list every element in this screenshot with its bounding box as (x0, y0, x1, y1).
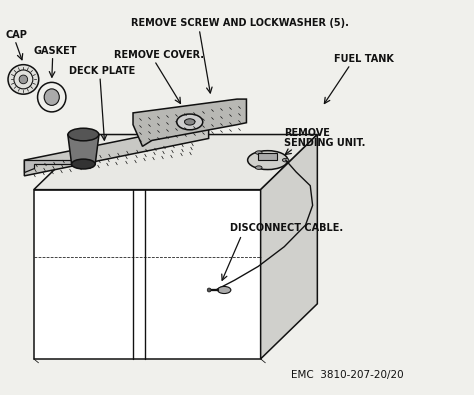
Text: GASKET: GASKET (34, 46, 77, 56)
Text: EMC  3810-207-20/20: EMC 3810-207-20/20 (292, 370, 404, 380)
Ellipse shape (8, 65, 39, 94)
Polygon shape (34, 190, 261, 359)
Ellipse shape (207, 288, 211, 292)
Ellipse shape (255, 166, 262, 169)
Text: DISCONNECT CABLE.: DISCONNECT CABLE. (230, 223, 343, 233)
Ellipse shape (44, 89, 59, 105)
Text: DECK PLATE: DECK PLATE (69, 66, 136, 75)
Ellipse shape (184, 119, 195, 125)
Text: FUEL TANK: FUEL TANK (334, 54, 394, 64)
Ellipse shape (72, 159, 95, 169)
Ellipse shape (19, 75, 27, 84)
Text: REMOVE COVER.: REMOVE COVER. (114, 50, 204, 60)
Polygon shape (24, 123, 209, 176)
Polygon shape (258, 153, 277, 160)
Ellipse shape (255, 151, 262, 154)
Ellipse shape (177, 114, 203, 130)
Text: CAP: CAP (5, 30, 27, 40)
Ellipse shape (283, 158, 289, 162)
Ellipse shape (68, 128, 99, 141)
Polygon shape (261, 135, 318, 359)
Text: REMOVE: REMOVE (284, 128, 330, 139)
Polygon shape (133, 99, 246, 146)
Polygon shape (68, 135, 99, 164)
Ellipse shape (247, 150, 288, 169)
Polygon shape (34, 135, 318, 190)
Text: REMOVE SCREW AND LOCKWASHER (5).: REMOVE SCREW AND LOCKWASHER (5). (131, 18, 348, 28)
Ellipse shape (218, 286, 231, 293)
Polygon shape (24, 160, 83, 172)
Text: SENDING UNIT.: SENDING UNIT. (284, 138, 365, 149)
